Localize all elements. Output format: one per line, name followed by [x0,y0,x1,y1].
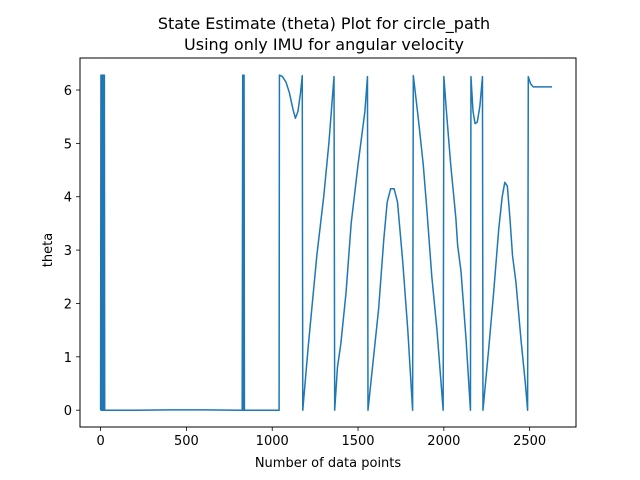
y-tick-label: 6 [64,84,72,99]
chart-subtitle: Using only IMU for angular velocity [184,35,464,54]
series-line-0 [99,74,552,411]
x-axis-label: Number of data points [255,456,402,471]
chart-title: State Estimate (theta) Plot for circle_p… [158,14,490,34]
y-tick-label: 5 [64,137,72,152]
plot-frame [79,57,577,428]
plot-area [99,74,552,411]
y-tick-label: 3 [64,244,72,259]
y-tick-label: 1 [64,351,72,366]
x-tick-label: 1500 [341,434,374,449]
x-tick-label: 2500 [513,434,546,449]
x-tick-label: 2000 [427,434,460,449]
y-axis-label: theta [41,233,56,267]
x-tick-label: 0 [96,434,104,449]
x-tick-label: 500 [174,434,199,449]
y-tick-label: 2 [64,297,72,312]
y-axis: 0 1 2 3 4 5 6 [64,84,80,419]
x-axis: 0 500 1000 1500 2000 2500 [96,427,546,449]
y-tick-label: 4 [64,191,72,206]
y-tick-label: 0 [64,404,72,419]
x-tick-label: 1000 [256,434,289,449]
